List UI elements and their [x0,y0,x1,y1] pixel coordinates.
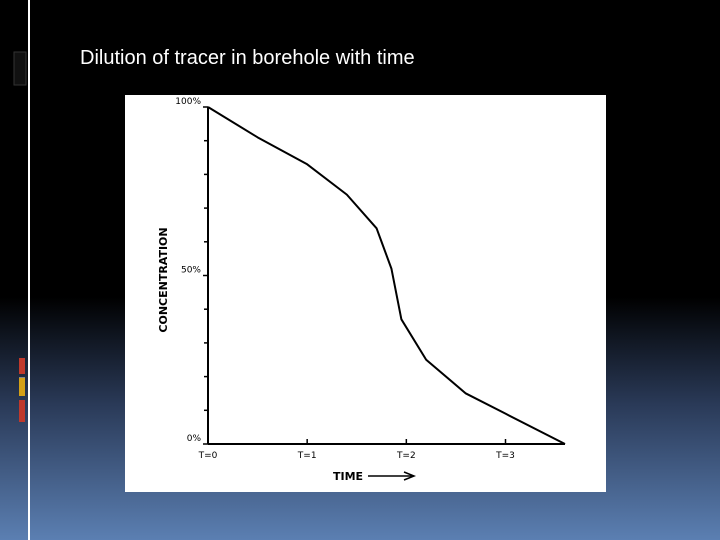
x-tick-label: T=2 [396,451,416,461]
decor [19,358,25,374]
decor [19,400,25,422]
y-tick-label: 100% [175,97,201,107]
line [207,106,566,445]
y-tick-label: 0% [187,434,202,444]
axis-arrow [403,471,417,481]
x-tick-label: T=3 [495,451,515,461]
chart-panel [125,95,606,492]
x-tick-label: T=1 [297,451,317,461]
y-axis-label: CONCENTRATION [157,227,170,332]
y-tick-label: 50% [181,266,201,276]
x-axis-label: TIME [333,470,363,483]
x-tick-label: T=0 [198,451,218,461]
decor [13,51,27,86]
slide-title: Dilution of tracer in borehole with time [80,47,415,69]
decor [19,378,25,396]
